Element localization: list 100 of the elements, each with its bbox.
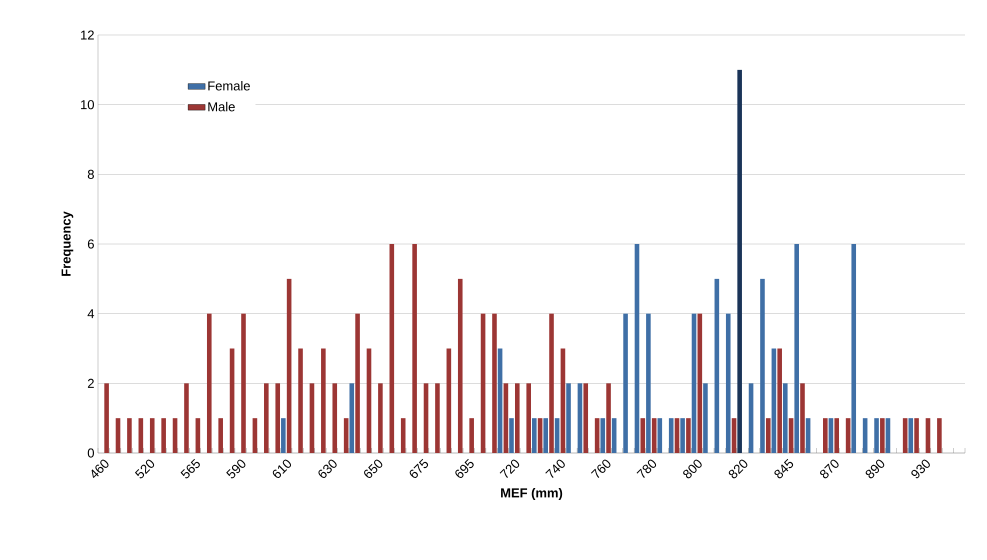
bar (554, 418, 560, 453)
bar (606, 383, 611, 453)
bar (794, 244, 799, 453)
bar (583, 383, 588, 453)
x-tick-label: 845 (774, 458, 794, 478)
bar (172, 418, 178, 453)
bar (458, 278, 463, 453)
x-tick-label: 890 (866, 460, 884, 478)
bar (782, 383, 788, 453)
bar (218, 418, 223, 453)
x-tick-label: 675 (410, 458, 428, 478)
bar (600, 418, 606, 453)
y-tick-label: 10 (81, 100, 94, 110)
x-tick-label: 590 (226, 460, 246, 478)
bar (726, 314, 731, 453)
bar (698, 314, 702, 453)
x-tick-label: 930 (911, 460, 930, 478)
bar (435, 383, 440, 453)
y-tick-label: 4 (88, 309, 94, 318)
bar (652, 418, 656, 453)
y-tick-label: 8 (88, 170, 94, 179)
bar (230, 348, 234, 453)
bar (880, 418, 885, 453)
bar (412, 244, 417, 453)
bar (344, 418, 348, 453)
bar (480, 314, 486, 453)
x-tick-label: 760 (590, 460, 610, 478)
bar (378, 383, 383, 453)
x-axis-title: MEF (mm) (501, 488, 562, 500)
bar (714, 278, 720, 453)
y-tick-label: 2 (88, 378, 94, 388)
bar (184, 383, 189, 453)
bar (241, 314, 246, 453)
bar (504, 383, 508, 453)
bar (390, 244, 394, 453)
bar (321, 348, 326, 453)
bar (526, 383, 531, 453)
x-tick-label: 800 (683, 460, 702, 478)
bar (674, 418, 680, 453)
bar (834, 418, 840, 453)
bar (777, 348, 782, 453)
bar (492, 314, 497, 453)
bar (566, 383, 571, 453)
bar (908, 418, 914, 453)
bar (788, 418, 794, 453)
y-axis-title: Frequency (62, 211, 74, 276)
bar (862, 418, 868, 453)
bar (846, 418, 850, 453)
bar (161, 418, 166, 453)
bar (737, 70, 742, 453)
bar (657, 418, 662, 453)
x-tick-label: 610 (272, 460, 292, 478)
bar (646, 314, 651, 453)
bar (772, 348, 776, 453)
bar (509, 418, 514, 453)
bar (828, 418, 834, 453)
bar (686, 418, 691, 453)
bar (766, 418, 771, 453)
y-tick-label: 6 (88, 239, 94, 249)
x-tick-label: 820 (728, 460, 748, 478)
bar (538, 418, 542, 453)
bar (560, 348, 566, 453)
legend-label: Male (208, 102, 235, 112)
x-tick-label: 520 (134, 460, 154, 478)
x-tick-label: 720 (500, 460, 520, 478)
x-tick-label: 695 (455, 458, 474, 478)
bar (668, 418, 674, 453)
bar (692, 314, 696, 453)
bar (612, 418, 616, 453)
bar (310, 383, 314, 453)
legend-label: Female (208, 80, 250, 90)
x-tick-label: 740 (545, 460, 565, 478)
bar (937, 418, 942, 453)
bar (578, 383, 582, 453)
bar (914, 418, 919, 453)
bar (806, 418, 810, 453)
bar (469, 418, 474, 453)
bar (926, 418, 930, 453)
bar (549, 314, 554, 453)
bar (281, 418, 286, 453)
bar (264, 383, 269, 453)
bar (332, 383, 338, 453)
bar (104, 383, 109, 453)
bar (150, 418, 155, 453)
bar (543, 418, 548, 453)
bar (874, 418, 879, 453)
bar (355, 314, 360, 453)
bar (400, 418, 406, 453)
bar (800, 383, 805, 453)
bar (532, 418, 537, 453)
bar (366, 348, 372, 453)
bar (424, 383, 428, 453)
bar (298, 348, 303, 453)
bar (116, 418, 120, 453)
x-tick-label: 630 (318, 460, 337, 478)
bar (594, 418, 600, 453)
bar (127, 418, 132, 453)
x-tick-label: 460 (92, 460, 108, 478)
bar (275, 383, 280, 453)
x-tick-label: 565 (180, 458, 200, 478)
